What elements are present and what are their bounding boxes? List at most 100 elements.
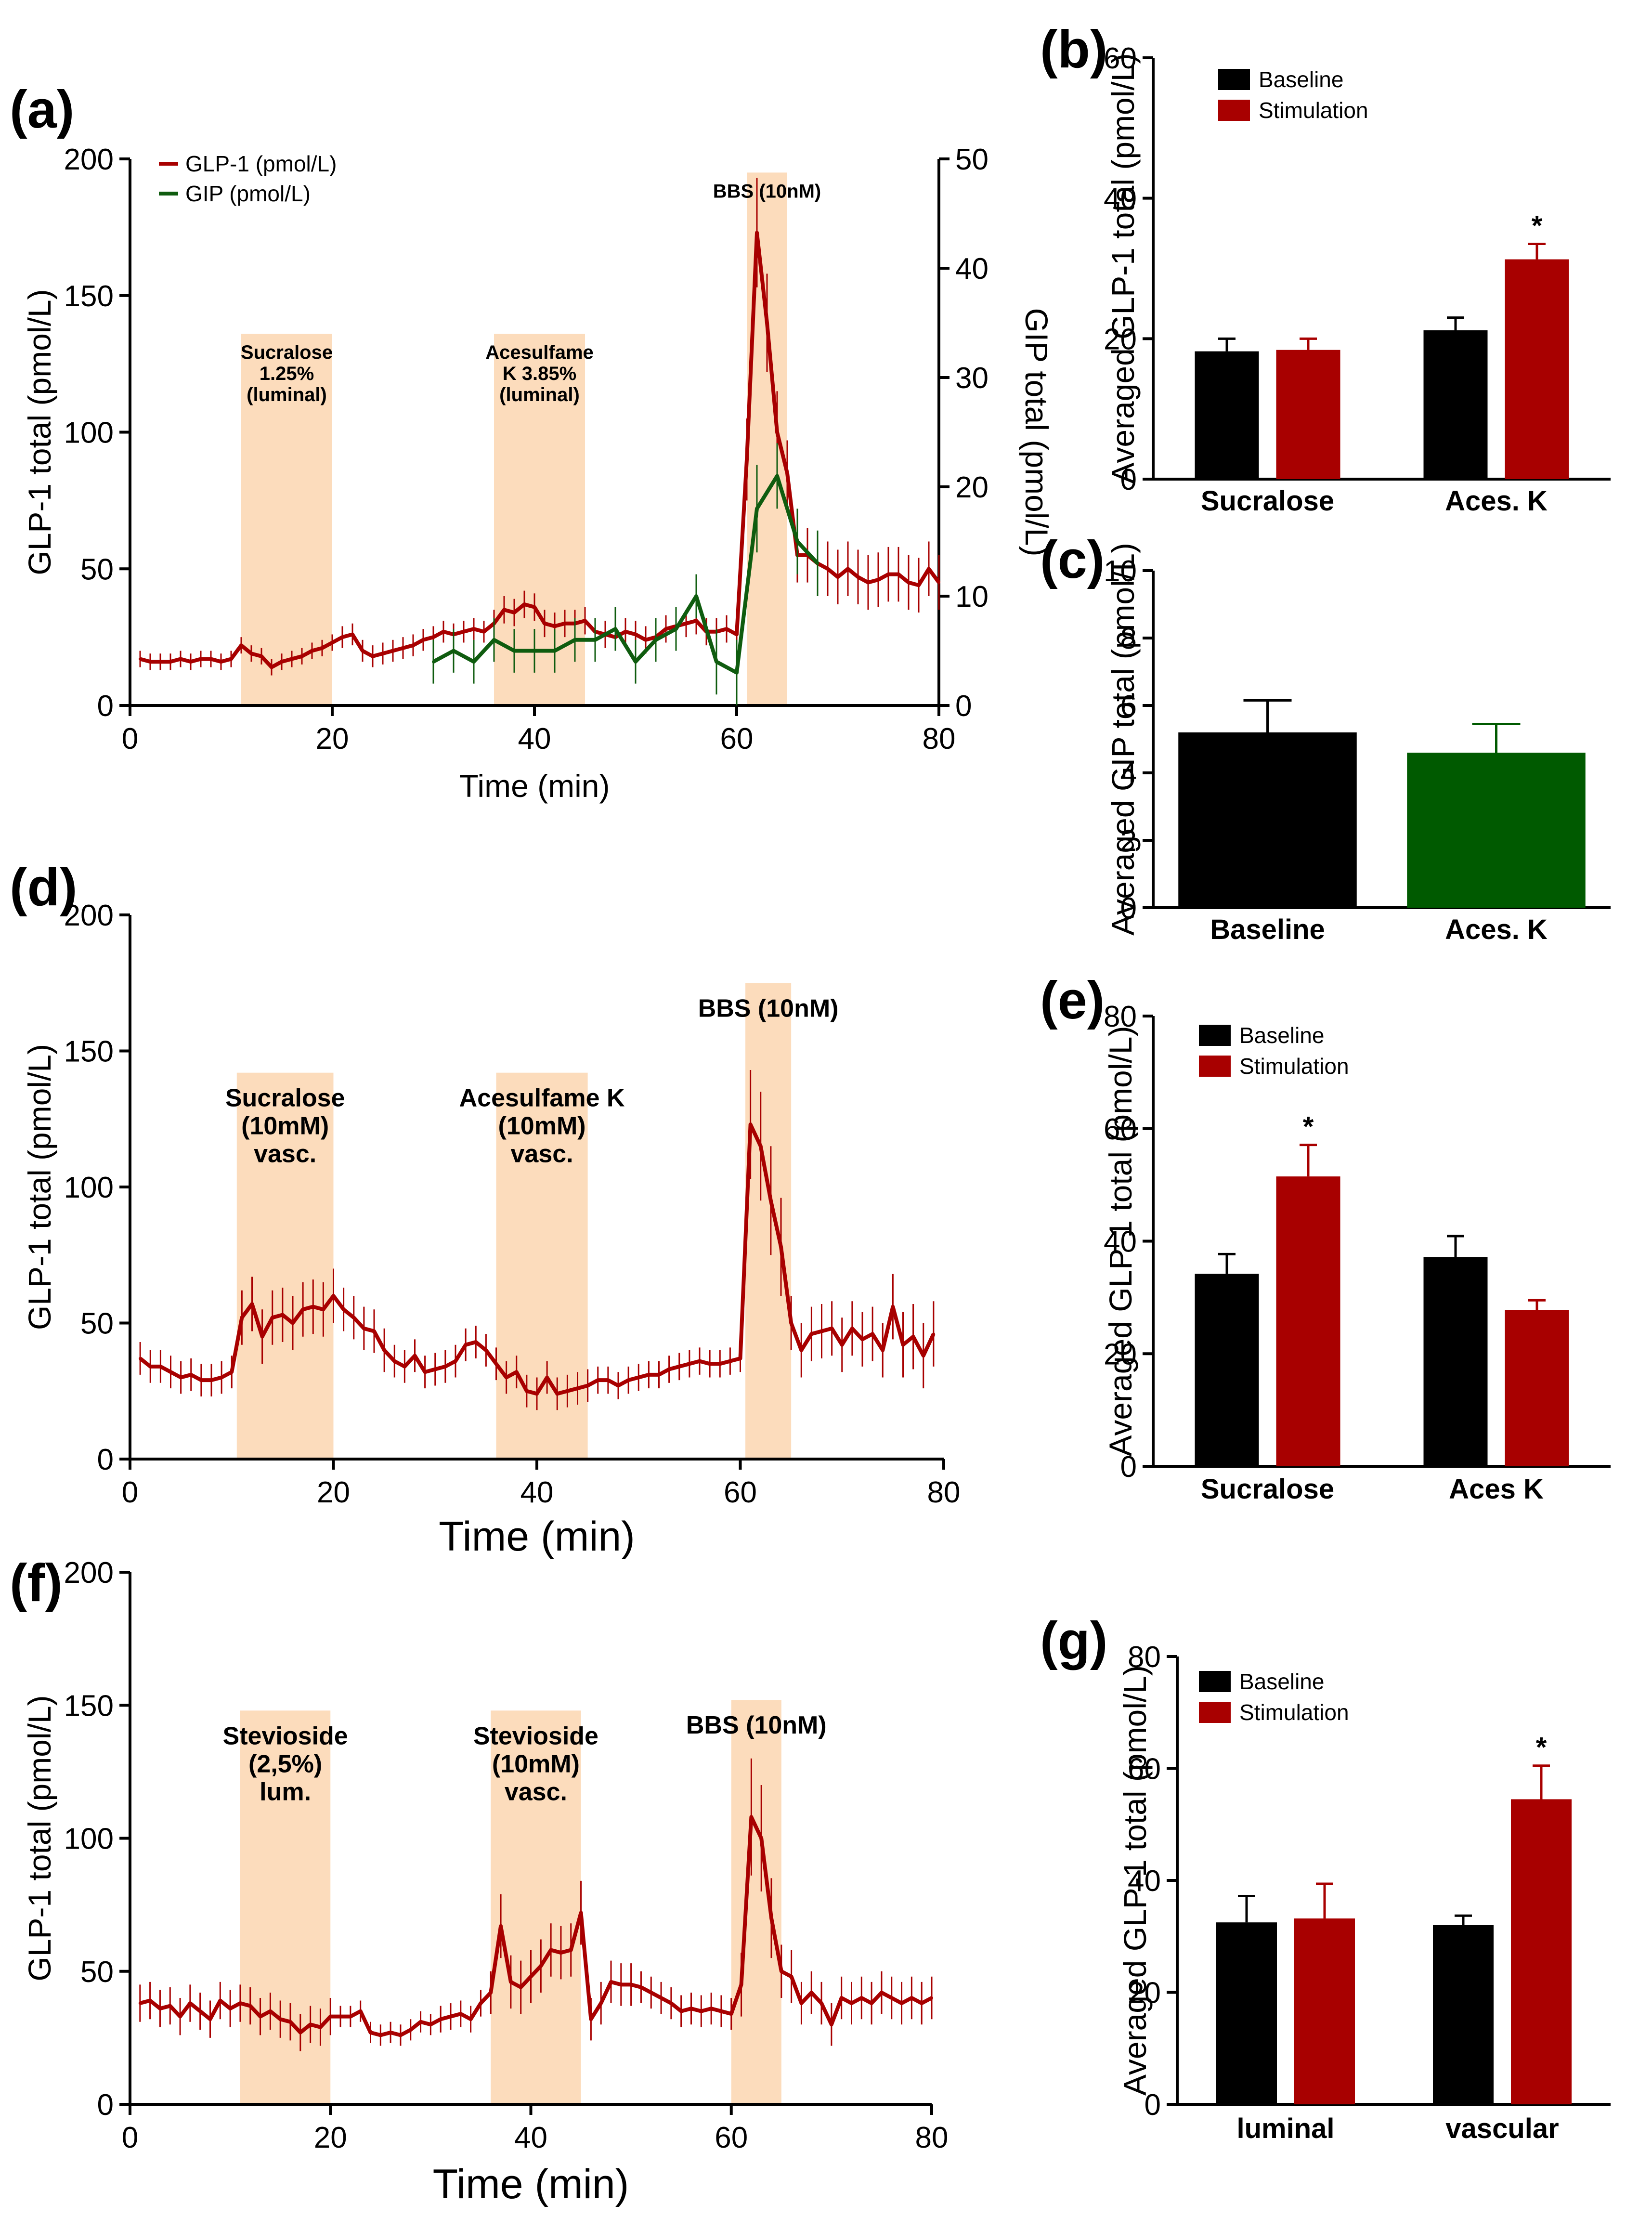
y-axis-label: Averaged GLP-1 total (pmol/L) [1117,1665,1153,2096]
band-label: 1.25% [260,363,314,384]
y-tick-label: 200 [64,1556,114,1590]
x-tick-label: 0 [122,722,138,756]
category-label: luminal [1236,2113,1334,2144]
y-tick-label: 8 [1120,622,1137,655]
band-label: vasc. [510,1140,573,1168]
y-tick-label: 40 [1104,183,1137,216]
x-axis-label: Time (min) [433,2161,629,2207]
stimulus-band [241,334,332,705]
legend-label: Stimulation [1239,1700,1349,1725]
x-axis-label: Time (min) [459,768,610,804]
bar-baseline [1423,330,1488,479]
series-line-glp1 [139,1815,933,2037]
bar-stimulation [1511,1799,1572,2104]
x-tick-label: 40 [514,2121,547,2154]
y-axis-label: GLP-1 total (pmol/L) [22,1695,57,1981]
band-label: (10mM) [241,1112,329,1140]
y-tick-label: 150 [64,280,114,313]
x-axis-label: Time (min) [439,1513,635,1560]
band-label: BBS (10nM) [686,1711,827,1739]
y-tick-label: 80 [1104,1000,1137,1033]
bar-baseline [1216,1922,1277,2104]
y-tick-label: 60 [1128,1753,1161,1786]
legend-swatch [1199,1025,1231,1046]
y-tick-label: 0 [1145,2088,1161,2122]
y-axis-label: Averaged GLP-1 total (pmol/L) [1105,53,1141,484]
x-tick-label: 60 [720,722,754,756]
y-tick-label: 0 [1120,463,1137,496]
band-label: (10mM) [492,1750,580,1778]
bar-baseline [1195,351,1259,479]
bar-stimulation [1294,1918,1355,2104]
y-tick-label: 50 [80,1956,114,1989]
y-axis-label: GLP-1 total (pmol/L) [22,1044,57,1330]
y2-tick-label: 40 [955,252,989,286]
legend-label: GIP (pmol/L) [185,181,311,206]
x-tick-label: 20 [317,1476,350,1509]
y-tick-label: 20 [1104,323,1137,356]
bar-stimulation [1276,350,1340,479]
stimulus-band [731,1700,781,2104]
panel-letter: (c) [1040,530,1105,589]
y-tick-label: 0 [97,1443,114,1476]
legend-swatch [1199,1702,1231,1723]
panel-letter: (d) [10,858,77,917]
y-tick-label: 60 [1104,1113,1137,1146]
panel-letter: (a) [10,80,74,139]
legend-swatch [1199,1056,1231,1077]
band-label: (10mM) [498,1112,586,1140]
panel-letter: (e) [1040,971,1105,1030]
y-tick-label: 150 [64,1689,114,1722]
series-line-glp1 [139,1122,936,1396]
x-tick-label: 80 [915,2121,949,2154]
x-tick-label: 40 [518,722,551,756]
y-tick-label: 0 [1120,892,1137,925]
stimulus-band [747,172,787,705]
x-tick-label: 0 [122,1476,138,1509]
x-tick-label: 80 [923,722,956,756]
y-axis-label: Averaged GLP-1 total (pmol/L) [1103,1026,1138,1457]
y-tick-label: 40 [1128,1865,1161,1898]
y-tick-label: 50 [80,553,114,586]
y2-tick-label: 50 [955,143,989,176]
stimulus-band [240,1710,331,2104]
y-tick-label: 200 [64,899,114,932]
stimulus-band [236,1072,334,1459]
y-tick-label: 20 [1128,1977,1161,2010]
bar [1178,732,1357,908]
y2-tick-label: 30 [955,362,989,395]
bar-baseline [1195,1274,1259,1466]
x-tick-label: 60 [724,1476,757,1509]
band-label: (2,5%) [248,1750,322,1778]
y-tick-label: 200 [64,143,114,176]
y-tick-label: 100 [64,417,114,450]
x-tick-label: 60 [715,2121,748,2154]
panel-letter: (f) [10,1553,63,1613]
legend-swatch [1218,100,1250,121]
bar-stimulation [1505,259,1569,479]
x-tick-label: 0 [122,2121,138,2154]
y-tick-label: 80 [1128,1641,1161,1674]
stimulus-band [745,983,792,1459]
legend-swatch [1199,1671,1231,1692]
y-tick-label: 4 [1120,757,1137,790]
panel-d: (d)Sucralose(10mM)vasc.Acesulfame K(10mM… [10,858,960,1560]
y2-axis-label: GIP total (pmol/L) [1019,308,1054,557]
x-tick-label: 80 [927,1476,961,1509]
legend-label: GLP-1 (pmol/L) [185,151,337,176]
series-line-gip [432,474,819,675]
bar-stimulation [1505,1310,1569,1466]
panel-letter: (g) [1040,1611,1107,1670]
y-axis-label: Averaged GIP total (pmol/L) [1105,543,1141,936]
band-label: K 3.85% [503,363,576,384]
significance-star: * [1532,210,1543,241]
y-tick-label: 0 [97,690,114,723]
y-tick-label: 150 [64,1035,114,1069]
legend-label: Stimulation [1259,98,1368,123]
stimulus-band [496,1072,588,1459]
y-tick-label: 20 [1104,1338,1137,1371]
